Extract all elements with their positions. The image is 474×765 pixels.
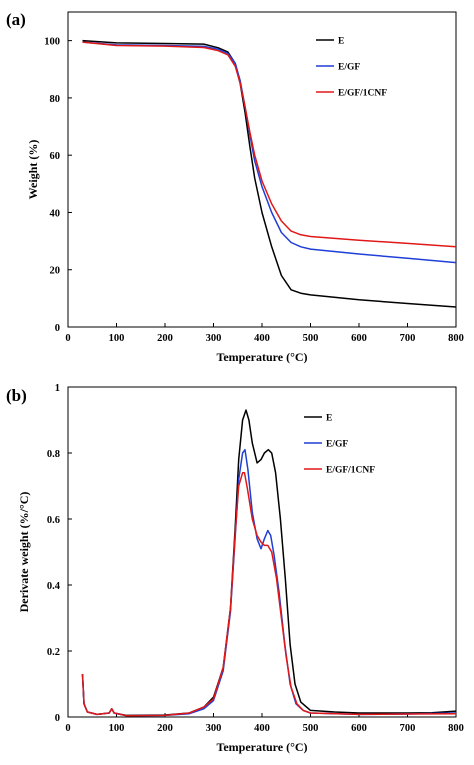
- legend-label: E/GF/1CNF: [326, 466, 375, 476]
- x-tick-label: 100: [109, 333, 125, 344]
- y-tick-label: 0.6: [47, 515, 60, 526]
- series-line-e-gf: [82, 41, 456, 264]
- series-line-e-gf-1cnf: [81, 472, 456, 717]
- series-line-e-gf-1cnf: [82, 41, 456, 248]
- y-tick-label: 60: [50, 151, 61, 162]
- y-tick-label: 80: [50, 94, 61, 105]
- y-tick-label: 0.4: [47, 581, 61, 592]
- x-tick-label: 300: [206, 723, 222, 734]
- x-tick-label: 800: [448, 723, 464, 734]
- plot-frame: [67, 386, 457, 718]
- y-axis-title: Derivate weight (%/°C): [17, 492, 31, 613]
- y-tick-label: 1: [55, 383, 60, 394]
- x-tick-label: 0: [65, 333, 70, 344]
- legend-label: E: [326, 414, 332, 424]
- legend-label: E/GF/1CNF: [338, 89, 387, 99]
- x-tick-label: 600: [351, 723, 367, 734]
- panel-label: (b): [6, 386, 27, 405]
- panel-a-chart: 0 100 200 300 400 500 600 700 800 0 20 40 60 80 100 Tem…: [6, 10, 464, 364]
- x-tick-label: 200: [157, 333, 173, 344]
- y-tick-label: 0: [55, 713, 60, 724]
- x-tick-label: 500: [303, 333, 319, 344]
- x-axis-title: Temperature (°C): [216, 740, 307, 754]
- x-tick-label: 600: [351, 333, 367, 344]
- x-tick-label: 400: [254, 333, 270, 344]
- legend-label: E/GF: [326, 440, 348, 450]
- x-tick-label: 0: [65, 723, 70, 734]
- x-tick-label: 300: [206, 333, 222, 344]
- y-tick-label: 0.8: [47, 449, 60, 460]
- y-tick-label: 0: [55, 323, 60, 334]
- y-tick-label: 20: [50, 266, 61, 277]
- x-tick-label: 700: [400, 723, 416, 734]
- y-tick-label: 40: [50, 208, 61, 219]
- x-tick-label: 400: [254, 723, 270, 734]
- plot-frame: [67, 11, 457, 328]
- x-tick-label: 700: [400, 333, 416, 344]
- legend-label: E: [338, 37, 344, 47]
- x-tick-label: 200: [157, 723, 173, 734]
- y-axis-title: Weight (%): [26, 140, 40, 200]
- series-line-e: [82, 39, 456, 308]
- panel-b-chart: 0 100 200 300 400 500 600 700 800 0 0.2 0.4 0.6 0.8 1 T…: [6, 383, 464, 754]
- legend-label: E/GF: [338, 63, 360, 73]
- series-line-e: [81, 409, 456, 717]
- x-tick-label: 500: [303, 723, 319, 734]
- y-tick-label: 0.2: [47, 647, 60, 658]
- series-line-e-gf: [81, 448, 456, 717]
- x-tick-label: 800: [448, 333, 464, 344]
- x-tick-label: 100: [109, 723, 125, 734]
- panel-label: (a): [6, 10, 26, 29]
- x-axis-title: Temperature (°C): [216, 350, 307, 364]
- y-tick-label: 100: [44, 37, 60, 48]
